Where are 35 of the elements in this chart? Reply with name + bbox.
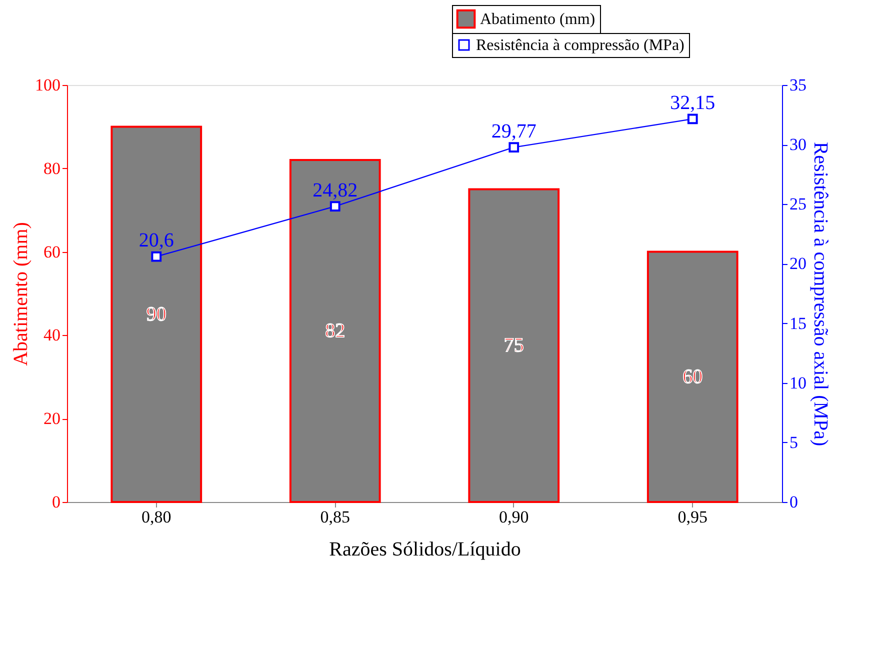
y2-axis-title: Resistência à compressão axial (MPa) [810, 142, 832, 446]
data-label: 82 [325, 320, 346, 342]
point [508, 142, 520, 152]
data-label: 29,77 [491, 120, 536, 142]
y-tick-label: 80 [44, 158, 60, 178]
y-tick-label: 60 [44, 242, 60, 262]
data-label: 24,82 [312, 179, 358, 202]
legend-label: Resistência à compressão (MPa) [476, 37, 684, 54]
x-tick-label: 0,85 [320, 508, 350, 526]
data-label: 75 [504, 334, 524, 357]
data-label: 20,6 [138, 230, 174, 252]
data-label: 32,15 [670, 92, 716, 114]
x-tick-label: 0,90 [499, 508, 529, 526]
y2-tick-label: 10 [790, 373, 806, 392]
y2-tick-label: 0 [790, 492, 798, 512]
y-tick-label: 100 [35, 76, 60, 94]
x-tick-label: 0,95 [678, 508, 708, 526]
x-tick-label: 0,80 [142, 508, 172, 526]
y-tick-label: 20 [44, 409, 60, 428]
data-label: 60 [682, 366, 703, 388]
y-tick-label: 0 [52, 492, 60, 512]
point [151, 251, 162, 262]
y-axis-title: Abatimento (mm) [10, 222, 32, 366]
y-tick-label: 40 [44, 326, 60, 345]
y2-tick-label: 35 [790, 76, 806, 94]
y2-tick-label: 5 [790, 432, 798, 452]
point [687, 114, 698, 124]
y2-tick-label: 15 [790, 314, 806, 333]
y2-tick-label: 20 [790, 254, 806, 274]
legend-label: Abatimento (mm) [480, 11, 596, 28]
y2-tick-label: 30 [790, 135, 806, 154]
x-axis-title: Razões Sólidos/Líquido [329, 538, 521, 560]
point [330, 201, 340, 212]
data-label: 90 [146, 303, 166, 326]
y2-tick-label: 25 [790, 194, 806, 214]
